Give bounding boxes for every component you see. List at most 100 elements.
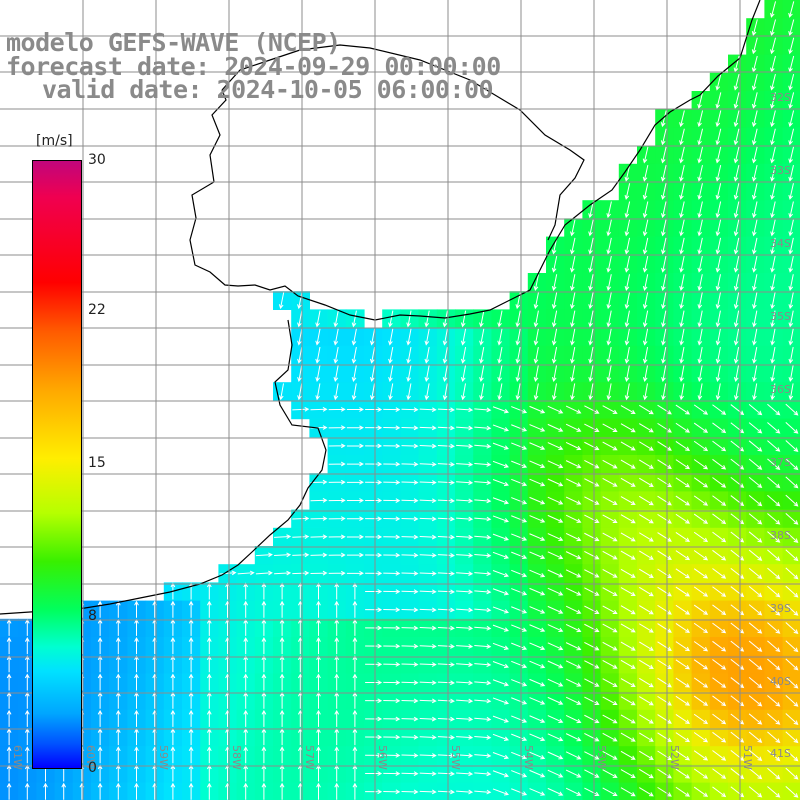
wind-arrow xyxy=(419,589,437,595)
wind-arrow xyxy=(661,328,667,346)
wind-arrow xyxy=(675,641,690,652)
wind-arrow xyxy=(388,365,394,382)
wind-arrow xyxy=(767,403,781,416)
wind-arrow xyxy=(661,346,667,364)
wind-arrow xyxy=(620,769,636,779)
wind-arrow xyxy=(657,568,672,579)
wind-arrow xyxy=(533,274,539,291)
wind-arrow xyxy=(570,346,576,364)
wind-arrow xyxy=(492,460,509,468)
wind-arrow xyxy=(748,640,763,652)
wind-arrow xyxy=(785,622,799,634)
wind-arrow xyxy=(693,659,709,670)
wind-arrow xyxy=(730,731,745,743)
wind-arrow xyxy=(693,695,709,706)
wind-arrow xyxy=(770,110,776,128)
wind-arrow xyxy=(565,751,582,760)
wind-arrow xyxy=(401,443,419,449)
wind-arrow xyxy=(588,383,594,401)
wind-arrow xyxy=(751,201,758,219)
wind-arrow xyxy=(479,328,485,346)
wind-arrow xyxy=(492,533,509,541)
wind-arrow xyxy=(456,662,474,667)
wind-arrow xyxy=(437,516,455,522)
wind-arrow xyxy=(424,310,430,328)
wind-arrow xyxy=(712,713,727,725)
wind-arrow xyxy=(715,310,721,328)
wind-arrow xyxy=(456,571,474,576)
wind-arrow xyxy=(606,346,612,364)
wind-arrow xyxy=(479,383,485,401)
wind-arrow xyxy=(660,201,667,219)
wind-arrow xyxy=(584,569,600,578)
wind-arrow xyxy=(788,55,795,73)
wind-arrow xyxy=(751,128,758,146)
wind-arrow xyxy=(733,274,740,291)
wind-arrow xyxy=(388,346,394,364)
wind-arrow xyxy=(134,673,139,691)
wind-arrow xyxy=(785,640,799,653)
wind-arrow xyxy=(456,789,474,795)
wind-arrow xyxy=(642,346,649,364)
wind-arrow xyxy=(730,513,745,525)
wind-arrow xyxy=(639,550,654,560)
wind-arrow xyxy=(697,383,703,401)
longitude-label: 53W xyxy=(595,745,608,770)
wind-arrow xyxy=(642,219,649,237)
wind-arrow xyxy=(474,589,492,595)
wind-arrow xyxy=(712,440,727,452)
wind-arrow xyxy=(565,714,582,724)
wind-arrow xyxy=(602,732,618,742)
wind-arrow xyxy=(588,201,594,219)
wind-arrow xyxy=(715,110,722,128)
wind-arrow xyxy=(278,383,284,401)
wind-arrow xyxy=(785,476,799,489)
wind-arrow xyxy=(511,715,528,723)
wind-arrow xyxy=(715,346,721,364)
wind-arrow xyxy=(748,404,763,416)
wind-arrow xyxy=(715,255,722,273)
wind-arrow xyxy=(642,274,649,291)
wind-arrow xyxy=(620,696,636,706)
wind-arrow xyxy=(697,92,704,109)
wind-arrow xyxy=(365,498,383,503)
wind-arrow xyxy=(602,751,618,760)
wind-arrow xyxy=(748,549,763,561)
wind-arrow xyxy=(785,731,799,744)
wind-arrow xyxy=(748,622,763,634)
wind-arrow xyxy=(675,786,690,797)
wind-arrow xyxy=(328,552,346,558)
wind-arrow xyxy=(606,292,612,310)
wind-arrow xyxy=(474,771,492,777)
wind-arrow xyxy=(620,659,636,669)
wind-arrow xyxy=(529,551,546,560)
wind-arrow xyxy=(533,328,539,346)
wind-arrow xyxy=(456,625,474,631)
wind-arrow xyxy=(369,383,375,401)
wind-arrow xyxy=(588,365,594,382)
latitude-label: 36S xyxy=(770,383,791,396)
wind-arrow xyxy=(279,637,285,655)
wind-arrow xyxy=(675,732,690,743)
wind-arrow xyxy=(565,642,582,651)
wind-arrow xyxy=(24,673,30,691)
wind-arrow xyxy=(170,746,176,764)
wind-arrow xyxy=(474,480,492,486)
wind-arrow xyxy=(474,462,492,467)
wind-arrow xyxy=(243,600,249,618)
wind-arrow xyxy=(730,622,745,634)
wind-arrow xyxy=(565,496,582,505)
wind-arrow xyxy=(511,788,528,796)
wind-arrow xyxy=(188,637,194,655)
wind-arrow xyxy=(602,587,618,596)
wind-arrow xyxy=(675,568,690,579)
wind-arrow xyxy=(97,655,103,673)
wind-arrow xyxy=(365,570,383,576)
wind-arrow xyxy=(401,534,419,540)
wind-arrow xyxy=(660,128,667,146)
wind-arrow xyxy=(383,534,401,540)
wind-arrow xyxy=(547,642,564,651)
wind-arrow xyxy=(529,660,546,669)
wind-arrow xyxy=(679,310,685,328)
